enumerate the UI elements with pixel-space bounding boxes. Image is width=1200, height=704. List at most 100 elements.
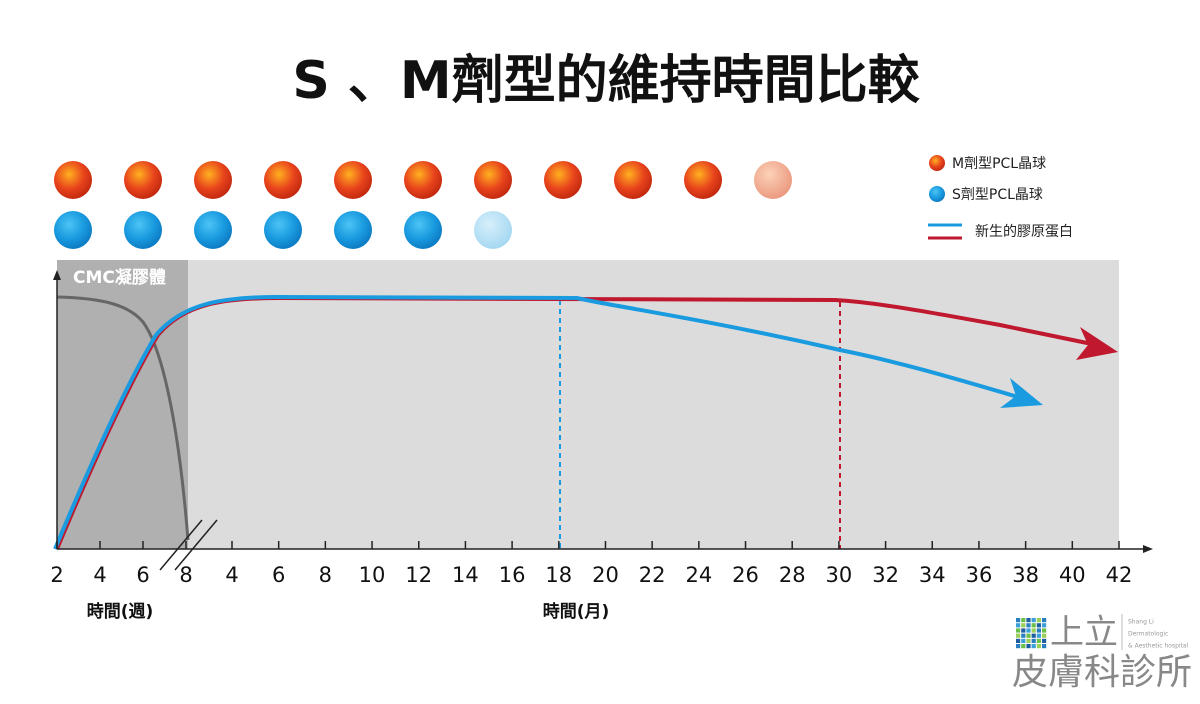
arrowhead bbox=[1076, 327, 1118, 360]
legend-label: 新生的膠原蛋白 bbox=[975, 224, 1073, 240]
x-tick-label: 8 bbox=[179, 563, 192, 587]
logo-cell bbox=[1016, 638, 1021, 643]
axis-label: 時間(週) bbox=[87, 601, 154, 622]
logo-cell bbox=[1031, 618, 1036, 623]
x-tick-label: 16 bbox=[499, 563, 526, 587]
logo-cell bbox=[1036, 633, 1041, 638]
logo-cell bbox=[1026, 623, 1031, 628]
m-sphere bbox=[404, 161, 442, 199]
m-sphere bbox=[124, 161, 162, 199]
logo-cell bbox=[1016, 633, 1021, 638]
x-tick-label: 24 bbox=[685, 563, 712, 587]
logo: 上立 Shang Li Dermatologic & Aesthetic hos… bbox=[1012, 613, 1192, 694]
cmc-curve bbox=[56, 295, 190, 541]
x-tick-label: 4 bbox=[225, 563, 238, 587]
logo-cell bbox=[1016, 623, 1021, 628]
logo-cell bbox=[1021, 633, 1026, 638]
x-tick-label: 22 bbox=[639, 563, 666, 587]
s-sphere bbox=[264, 211, 302, 249]
m-sphere bbox=[334, 161, 372, 199]
logo-cell bbox=[1042, 623, 1047, 628]
x-tick-label: 12 bbox=[405, 563, 432, 587]
x-tick-label: 34 bbox=[919, 563, 946, 587]
logo-english: Shang Li bbox=[1128, 619, 1154, 626]
logo-cell bbox=[1036, 644, 1041, 649]
x-tick-label: 28 bbox=[779, 563, 806, 587]
s-sphere bbox=[54, 211, 92, 249]
logo-mark bbox=[1016, 618, 1047, 649]
m-sphere bbox=[54, 161, 92, 199]
x-tick-label: 38 bbox=[1012, 563, 1039, 587]
logo-name: 上立 bbox=[1050, 613, 1118, 653]
m-sphere bbox=[474, 161, 512, 199]
logo-english: & Aesthetic hospital bbox=[1128, 643, 1189, 650]
x-tick-label: 40 bbox=[1059, 563, 1086, 587]
m-sphere bbox=[194, 161, 232, 199]
logo-cell bbox=[1042, 618, 1047, 623]
m-sphere bbox=[614, 161, 652, 199]
x-tick-label: 8 bbox=[319, 563, 332, 587]
x-tick-label: 14 bbox=[452, 563, 479, 587]
arrowhead bbox=[53, 270, 61, 280]
logo-cell bbox=[1016, 618, 1021, 623]
m-sphere bbox=[264, 161, 302, 199]
arrowhead bbox=[1143, 545, 1153, 553]
s-sphere bbox=[124, 211, 162, 249]
s-sphere bbox=[474, 211, 512, 249]
logo-cell bbox=[1042, 638, 1047, 643]
s-sphere bbox=[404, 211, 442, 249]
logo-cell bbox=[1036, 618, 1041, 623]
x-tick-label: 18 bbox=[545, 563, 572, 587]
logo-cell bbox=[1042, 628, 1047, 633]
logo-cell bbox=[1021, 644, 1026, 649]
spheres bbox=[54, 161, 792, 249]
x-tick-label: 10 bbox=[359, 563, 386, 587]
axis-label: 時間(月) bbox=[543, 601, 610, 622]
logo-cell bbox=[1031, 628, 1036, 633]
legend-swatch bbox=[929, 186, 945, 202]
logo-english: Dermatologic bbox=[1128, 631, 1168, 638]
logo-subtitle: 皮膚科診所 bbox=[1012, 652, 1192, 693]
logo-cell bbox=[1026, 633, 1031, 638]
x-tick-label: 6 bbox=[272, 563, 285, 587]
logo-cell bbox=[1036, 628, 1041, 633]
logo-cell bbox=[1042, 644, 1047, 649]
m-sphere bbox=[754, 161, 792, 199]
logo-cell bbox=[1031, 633, 1036, 638]
logo-cell bbox=[1021, 628, 1026, 633]
axis-break bbox=[159, 519, 203, 571]
ticks: 2 4 6 8 4 6 8 10 12 14 16 18 20 22 24 26 28 30 32 34 36 38 40 4… bbox=[50, 541, 1132, 587]
logo-cell bbox=[1021, 623, 1026, 628]
logo-cell bbox=[1016, 644, 1021, 649]
s-sphere bbox=[194, 211, 232, 249]
x-tick-label: 32 bbox=[872, 563, 899, 587]
x-tick-label: 6 bbox=[136, 563, 149, 587]
x-tick-label: 4 bbox=[93, 563, 106, 587]
logo-cell bbox=[1031, 623, 1036, 628]
logo-cell bbox=[1031, 644, 1036, 649]
s-collagen-curve bbox=[53, 294, 1019, 550]
x-tick-label: 2 bbox=[50, 563, 63, 587]
legend-swatch bbox=[929, 155, 945, 171]
logo-cell bbox=[1026, 644, 1031, 649]
logo-cell bbox=[1042, 633, 1047, 638]
logo-cell bbox=[1026, 638, 1031, 643]
logo-cell bbox=[1016, 628, 1021, 633]
logo-cell bbox=[1036, 623, 1041, 628]
m-sphere bbox=[544, 161, 582, 199]
s-sphere bbox=[334, 211, 372, 249]
x-tick-label: 36 bbox=[966, 563, 993, 587]
legend-label: M劑型PCL晶球 bbox=[952, 155, 1046, 172]
logo-cell bbox=[1036, 638, 1041, 643]
logo-cell bbox=[1021, 618, 1026, 623]
title: S 、M劑型的維持時間比較 bbox=[292, 51, 920, 111]
plot-area bbox=[57, 260, 1119, 549]
legend-label: S劑型PCL晶球 bbox=[952, 186, 1043, 203]
m-sphere bbox=[684, 161, 722, 199]
arrowhead bbox=[1000, 378, 1043, 408]
logo-cell bbox=[1026, 628, 1031, 633]
axis-break bbox=[174, 519, 218, 571]
x-tick-label: 26 bbox=[732, 563, 759, 587]
region-label: CMC凝膠體 bbox=[73, 268, 166, 288]
